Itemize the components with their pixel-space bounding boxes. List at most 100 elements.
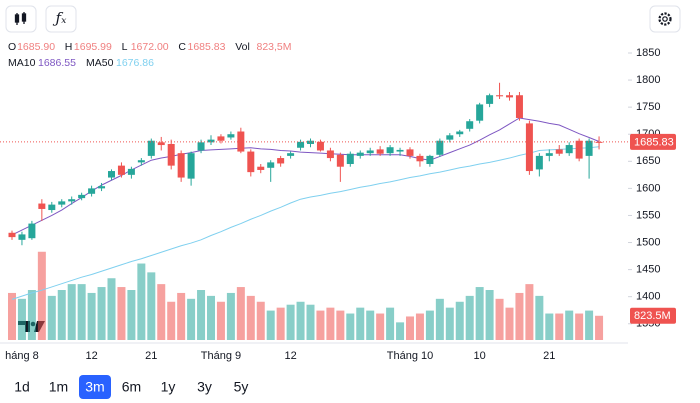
y-tick-label: 1800: [636, 74, 660, 86]
last-price-label: 1685.83: [634, 136, 674, 148]
candle-body: [247, 151, 255, 173]
x-tick-label: Tháng 9: [201, 350, 241, 362]
candle-body: [127, 168, 135, 175]
candle-body: [147, 140, 155, 156]
volume-bar: [535, 295, 544, 340]
volume-bar: [455, 301, 464, 340]
candle-body: [18, 234, 26, 240]
candle-body: [28, 223, 36, 239]
header-value: 1685.83: [188, 41, 226, 53]
ma-line: [11, 146, 600, 300]
volume-bar: [346, 313, 355, 340]
candle-body: [326, 150, 334, 159]
volume-bar: [485, 290, 494, 340]
period-button[interactable]: 3m: [85, 379, 104, 395]
y-tick-label: 1500: [636, 236, 660, 248]
volume-bar: [396, 322, 405, 340]
legend-name: MA50: [86, 57, 114, 69]
volume-bar: [236, 287, 245, 340]
volume-bar: [425, 310, 434, 340]
candle-body: [595, 141, 603, 143]
volume-bar: [376, 313, 385, 340]
candle-type-button[interactable]: [5, 5, 37, 33]
candle-body: [436, 140, 444, 155]
volume-bar: [406, 316, 414, 340]
x-tick-label: 21: [543, 350, 555, 362]
volume-bar: [525, 284, 534, 340]
candle-body: [446, 135, 454, 140]
period-selected[interactable]: [79, 375, 111, 399]
y-tick-label: 1650: [636, 155, 660, 167]
settings-button[interactable]: [649, 5, 681, 33]
candle-body: [506, 95, 513, 98]
legend-value: 1686.55: [38, 57, 76, 69]
volume-bar: [67, 284, 76, 340]
candle-body: [197, 142, 205, 151]
period-button[interactable]: 3y: [197, 379, 212, 395]
last-volume-label: 823.5M: [634, 310, 671, 322]
volume-bar: [415, 313, 424, 340]
fx-icon: ƒₓ: [53, 9, 68, 27]
candle-body: [108, 171, 115, 178]
volume-bar: [306, 304, 315, 340]
candle-body: [267, 162, 275, 168]
candle-body: [78, 194, 86, 199]
volume-bar: [266, 310, 275, 340]
period-button[interactable]: 5y: [234, 379, 249, 395]
candle-body: [68, 199, 76, 202]
volume-bar: [8, 292, 16, 340]
volume-bar: [246, 295, 255, 340]
y-tick-label: 1750: [636, 101, 660, 113]
volume-bar: [147, 272, 156, 340]
candle-icon: [14, 12, 27, 25]
candle-body: [486, 95, 494, 104]
volume-bar: [17, 298, 26, 340]
volume-bar: [296, 301, 305, 340]
period-button[interactable]: 1d: [14, 379, 30, 395]
candle-body: [366, 150, 374, 154]
volume-bar: [87, 292, 96, 340]
header-key: Vol: [235, 41, 250, 53]
header-key: L: [122, 41, 128, 53]
volume-bar: [226, 292, 235, 340]
candle-body: [257, 166, 265, 170]
volume-bar: [37, 251, 46, 340]
candle-body: [48, 204, 56, 211]
volume-bar: [595, 315, 604, 340]
volume-bar: [117, 287, 126, 340]
candle-body: [525, 123, 533, 172]
candle-body: [187, 153, 195, 179]
volume-bar: [515, 292, 524, 340]
candle-body: [167, 143, 175, 166]
candle-body: [137, 160, 145, 163]
volume-bar: [47, 295, 56, 340]
candle-body: [217, 136, 225, 141]
candle-body: [565, 145, 573, 154]
last-volume-box: [630, 307, 676, 324]
legend-name: MA10: [8, 57, 36, 69]
x-tick-label: 12: [85, 350, 97, 362]
period-button[interactable]: 1y: [161, 379, 176, 395]
indicators-button[interactable]: [45, 5, 77, 33]
volume-bar: [197, 290, 206, 340]
candle-body: [476, 104, 484, 121]
y-tick-label: 1450: [636, 264, 660, 276]
candle-body: [98, 186, 106, 189]
candle-body: [38, 203, 46, 209]
candle-body: [515, 95, 523, 118]
volume-bar: [157, 284, 166, 340]
candle-body: [277, 158, 285, 164]
volume-bar: [356, 307, 365, 340]
period-button[interactable]: 1m: [49, 379, 68, 395]
candle-body: [177, 153, 185, 178]
candle-body: [8, 232, 16, 238]
candle-body: [386, 147, 394, 154]
x-tick-label: 21: [145, 350, 157, 362]
ma-line: [11, 117, 600, 236]
candle-body: [117, 165, 125, 175]
volume-bar: [107, 278, 116, 340]
period-button[interactable]: 6m: [122, 379, 141, 395]
y-tick-label: 1850: [636, 47, 660, 59]
candle-body: [297, 141, 305, 148]
header-key: H: [65, 41, 73, 53]
